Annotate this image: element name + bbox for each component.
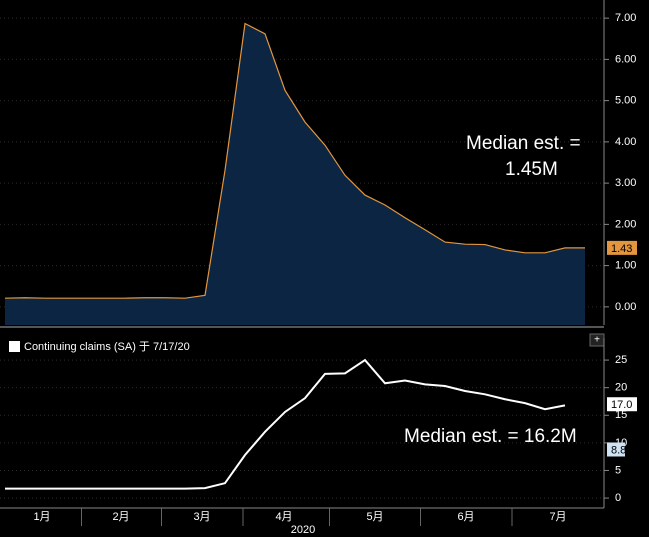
value-label: 17.0: [611, 399, 632, 411]
legend-label: Continuing claims (SA) 于 7/17/20: [24, 341, 190, 353]
line: [5, 358, 566, 490]
y-tick-label: 0: [615, 492, 621, 504]
x-tick-label: 6月: [457, 511, 474, 523]
y-tick-label: 0.00: [615, 301, 636, 313]
annotation: 1.45M: [505, 159, 558, 180]
y-tick-label: 1.00: [615, 260, 636, 272]
x-axis-label: 2020: [291, 524, 315, 536]
y-tick-label: 5: [615, 464, 621, 476]
value-label-box: [607, 240, 637, 255]
line: [4, 22, 585, 299]
y-tick-label: 7.00: [615, 12, 636, 24]
panel-button-icon: +: [594, 335, 600, 346]
y-tick-label: 2.00: [615, 218, 636, 230]
x-tick-label: 1月: [33, 511, 50, 523]
annotation: Median est. =: [466, 133, 581, 154]
x-tick-label: 2月: [112, 511, 129, 523]
annotation: Median est. = 16.2M: [404, 426, 577, 447]
legend-swatch: [9, 341, 20, 352]
y-tick-label: 20: [615, 382, 627, 394]
y-tick-label: 25: [615, 354, 627, 366]
x-tick-label: 7月: [549, 511, 566, 523]
y-tick-label: 5.00: [615, 95, 636, 107]
y-tick-label: 3.00: [615, 177, 636, 189]
x-tick-label: 5月: [366, 511, 383, 523]
value-label: 8.8: [611, 444, 626, 456]
value-label-box: [607, 442, 625, 457]
area-fill: [5, 23, 585, 326]
value-label: 1.43: [611, 243, 632, 255]
x-tick-label: 4月: [275, 511, 292, 523]
value-label-box: [607, 397, 637, 412]
x-tick-label: 3月: [193, 511, 210, 523]
y-tick-label: 6.00: [615, 53, 636, 65]
y-tick-label: 15: [615, 409, 627, 421]
y-tick-label: 4.00: [615, 136, 636, 148]
